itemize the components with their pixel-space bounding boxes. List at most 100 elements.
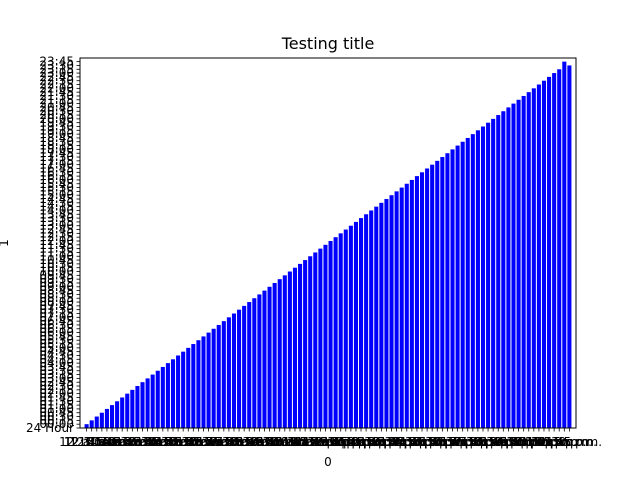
y-tick-label: 06:45: [39, 314, 74, 328]
bar: [333, 237, 338, 428]
bar: [435, 160, 440, 428]
y-tick-label: 15:00: [39, 188, 74, 202]
y-tick-label: 23:30: [39, 58, 74, 72]
x-tick-label: 11:30 p.m.: [532, 435, 597, 449]
y-tick-label: 13:45: [39, 207, 74, 221]
y-tick-label: 00:00: [39, 417, 74, 431]
x-tick-label: 12:30 p.m.: [308, 435, 373, 449]
bar: [201, 336, 206, 428]
x-tick-label: 8 p.m.: [474, 435, 512, 449]
bar: [165, 363, 170, 428]
y-tick-label: 11:30: [39, 242, 74, 256]
y-tick-label: 09:00: [39, 280, 74, 294]
y-tick-label: 11:45: [39, 238, 74, 252]
x-tick-label: 11:15 a.m.: [283, 435, 348, 449]
bar: [130, 389, 135, 428]
x-tick-label: 11:15 p.m.: [527, 435, 592, 449]
bar: [99, 412, 104, 428]
y-tick-label: 21:45: [39, 85, 74, 99]
x-tick-label: 3:45 a.m.: [134, 435, 191, 449]
y-tick-label: 04:00: [39, 356, 74, 370]
bar: [247, 302, 252, 428]
y-tick-label: 23:00: [39, 66, 74, 80]
y-tick-label: 22:45: [39, 70, 74, 84]
bar: [287, 271, 292, 428]
bar: [84, 424, 89, 428]
bar: [384, 199, 389, 428]
x-tick-label: 6:45 a.m.: [195, 435, 252, 449]
bar: [486, 122, 491, 428]
y-tick-label: 04:30: [39, 348, 74, 362]
x-tick-label: 9:30 a.m.: [251, 435, 308, 449]
x-tick-label: 5 p.m.: [413, 435, 451, 449]
y-tick-label: 08:45: [39, 284, 74, 298]
y-tick-label: 19:30: [39, 120, 74, 134]
bar: [496, 115, 501, 428]
y-tick-label: 17:30: [39, 150, 74, 164]
y-tick-label: 00:45: [39, 406, 74, 420]
x-tick-label: 1:30 p.m.: [332, 435, 390, 449]
bar: [536, 84, 541, 429]
y-tick-label: 07:00: [39, 310, 74, 324]
bar: [308, 256, 313, 428]
x-tick-label: 8:30 a.m.: [231, 435, 288, 449]
bar: [303, 260, 308, 428]
bar: [160, 366, 165, 428]
y-tick-label: 16:30: [39, 165, 74, 179]
bar: [557, 69, 562, 428]
bar: [425, 168, 430, 429]
y-tick-label: 13:15: [39, 215, 74, 229]
x-tick-label: 9 a.m.: [250, 435, 288, 449]
bar: [450, 149, 455, 428]
bar: [353, 221, 358, 428]
y-tick-label: 01:30: [39, 394, 74, 408]
y-tick-label: 13:00: [39, 219, 74, 233]
x-tick-label: 6:45 p.m.: [439, 435, 497, 449]
bar: [226, 317, 231, 428]
bar: [206, 332, 211, 428]
bar: [445, 153, 450, 428]
bar: [313, 252, 318, 428]
x-tick-label: 6:15 p.m.: [429, 435, 487, 449]
y-tick-label: 02:00: [39, 387, 74, 401]
x-tick-label: 7:15 p.m.: [449, 435, 507, 449]
y-tick-label: 23:45: [39, 55, 74, 69]
y-axis-label: 1: [0, 239, 11, 247]
y-tick-label: 15:15: [39, 184, 74, 198]
y-tick-label: 05:30: [39, 333, 74, 347]
bar: [125, 393, 130, 428]
y-tick-label: 02:45: [39, 375, 74, 389]
bar: [252, 298, 257, 428]
bar: [562, 61, 567, 428]
bar: [328, 241, 333, 428]
x-tick-label: 4:15 a.m.: [144, 435, 201, 449]
bar: [120, 397, 125, 428]
y-tick-label: 18:15: [39, 139, 74, 153]
x-tick-label: 1 p.m.: [332, 435, 370, 449]
bar: [531, 88, 536, 428]
x-tick-label: 9:45 a.m.: [256, 435, 313, 449]
bar: [191, 344, 196, 428]
bar: [364, 214, 369, 428]
y-tick-label: 03:15: [39, 368, 74, 382]
y-tick-label: 09:45: [39, 268, 74, 282]
x-tick-label: 9:30 p.m.: [495, 435, 553, 449]
bar: [115, 401, 120, 428]
bar: [511, 103, 516, 429]
x-tick-label: 10:15 a.m.: [262, 435, 327, 449]
bar: [318, 248, 323, 428]
y-tick-label: 12:15: [39, 230, 74, 244]
y-tick-label: 05:15: [39, 337, 74, 351]
bar: [272, 282, 277, 428]
y-tick-label: 05:45: [39, 329, 74, 343]
y-tick-label: 11:15: [39, 245, 74, 259]
bar: [552, 73, 557, 428]
y-tick-label: 01:00: [39, 402, 74, 416]
x-tick-label: 8:30 p.m.: [474, 435, 532, 449]
x-tick-label: 12 a.m.: [64, 435, 110, 449]
x-tick-label: 7:15 a.m.: [205, 435, 262, 449]
bar: [176, 355, 181, 428]
x-tick-label: 8:45 a.m.: [236, 435, 293, 449]
bar: [455, 145, 460, 428]
y-tick-label: 10:15: [39, 261, 74, 275]
